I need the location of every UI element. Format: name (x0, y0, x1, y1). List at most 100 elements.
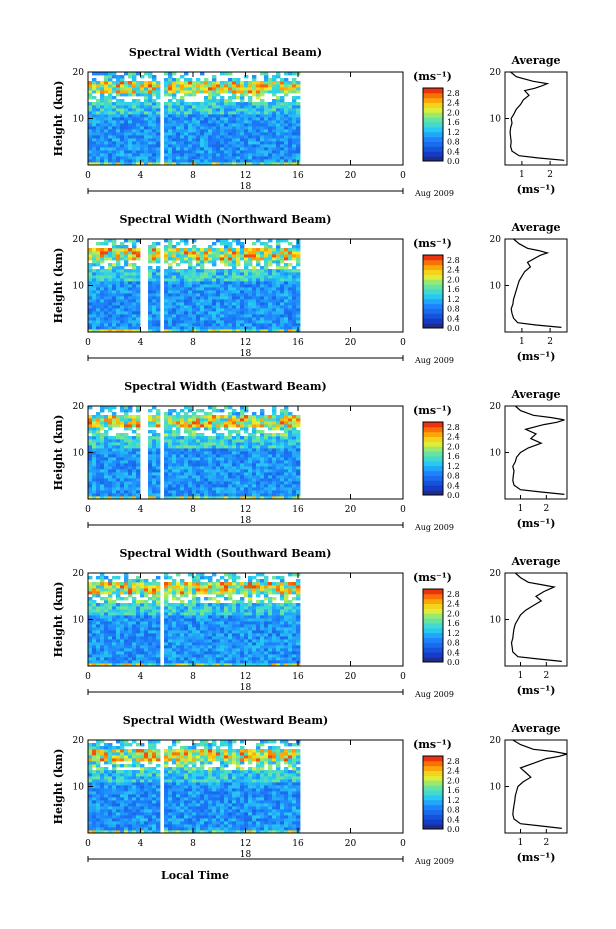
heatmap-cell (264, 75, 269, 79)
heatmap-cell (120, 123, 125, 127)
heatmap-cell (104, 153, 109, 157)
heatmap-cell (108, 421, 113, 425)
heatmap-cell (232, 454, 237, 458)
heatmap-cell (248, 281, 253, 285)
heatmap-cell (112, 138, 117, 142)
heatmap-cell (124, 296, 129, 300)
heatmap-cell (148, 418, 153, 422)
colorbar-segment (423, 88, 443, 94)
heatmap-cell (244, 102, 249, 106)
heatmap-cell (124, 657, 129, 661)
heatmap-cell (172, 433, 177, 437)
heatmap-cell (132, 93, 137, 97)
heatmap-cell (108, 269, 113, 273)
heatmap-cell (172, 141, 177, 145)
heatmap-cell (256, 481, 261, 485)
heatmap-cell (112, 281, 117, 285)
heatmap-cell (116, 287, 121, 291)
heatmap-cell (148, 287, 153, 291)
heatmap-cell (176, 326, 181, 330)
heatmap-cell (180, 445, 185, 449)
heatmap-cell (104, 120, 109, 124)
heatmap-cell (120, 609, 125, 613)
heatmap-cell (260, 242, 265, 246)
heatmap-cell (216, 302, 221, 306)
heatmap-cell (276, 263, 281, 267)
heatmap-cell (100, 585, 105, 589)
heatmap-cell (108, 606, 113, 610)
heatmap-cell (248, 299, 253, 303)
heatmap-cell (140, 627, 145, 631)
heatmap-cell (296, 454, 301, 458)
heatmap-cell (252, 469, 257, 473)
heatmap-cell (96, 326, 101, 330)
heatmap-cell (200, 433, 205, 437)
heatmap-cell (260, 293, 265, 297)
heatmap-cell (168, 430, 173, 434)
heatmap-cell (256, 251, 261, 255)
heatmap-cell (292, 314, 297, 318)
heatmap-cell (264, 296, 269, 300)
heatmap-cell (148, 436, 153, 440)
heatmap-cell (132, 144, 137, 148)
heatmap-cell (252, 75, 257, 79)
heatmap-cell (232, 251, 237, 255)
heatmap-cell (192, 308, 197, 312)
heatmap-cell (256, 457, 261, 461)
heatmap-cell (156, 302, 161, 306)
heatmap-cell (148, 481, 153, 485)
heatmap-cell (228, 117, 233, 121)
heatmap-cell (176, 248, 181, 252)
heatmap-cell (184, 305, 189, 309)
heatmap-cell (200, 469, 205, 473)
heatmap-cell (88, 153, 93, 157)
heatmap-cell (280, 424, 285, 428)
heatmap-cell (204, 269, 209, 273)
heatmap-cell (140, 660, 145, 664)
heatmap-cell (272, 472, 277, 476)
heatmap-cell (100, 153, 105, 157)
heatmap-cell (128, 469, 133, 473)
heatmap-cell (284, 484, 289, 488)
heatmap-cell (256, 424, 261, 428)
heatmap-cell (284, 117, 289, 121)
heatmap-cell (264, 263, 269, 267)
heatmap-cell (120, 144, 125, 148)
heatmap-cell (212, 409, 217, 413)
heatmap-cell (148, 582, 153, 586)
heatmap-cell (236, 114, 241, 118)
heatmap-cell (116, 633, 121, 637)
heatmap-cell (284, 90, 289, 94)
heatmap-cell (224, 81, 229, 85)
heatmap-cell (248, 320, 253, 324)
colorbar-segment (423, 126, 443, 133)
heatmap-cell (140, 639, 145, 643)
heatmap-cell (176, 475, 181, 479)
heatmap-cell (132, 612, 137, 616)
heatmap-cell (260, 287, 265, 291)
heatmap-cell (112, 633, 117, 637)
heatmap-cell (248, 290, 253, 294)
heatmap-cell (180, 493, 185, 497)
heatmap-cell (188, 120, 193, 124)
heatmap-cell (192, 251, 197, 255)
heatmap-cell (260, 463, 265, 467)
heatmap-cell (180, 448, 185, 452)
heatmap-cell (296, 320, 301, 324)
heatmap-cell (108, 147, 113, 151)
panels: Spectral Width (Vertical Beam)1020Height… (52, 46, 568, 882)
heatmap-cell (108, 493, 113, 497)
heatmap-cell (196, 141, 201, 145)
heatmap-cell (292, 475, 297, 479)
heatmap-cell (156, 150, 161, 154)
heatmap-cell (264, 326, 269, 330)
heatmap-cell (132, 290, 137, 294)
heatmap-cell (104, 660, 109, 664)
panel-title: Spectral Width (Vertical Beam) (129, 46, 322, 59)
heatmap-cell (172, 287, 177, 291)
heatmap-cell (244, 490, 249, 494)
heatmap-cell (228, 275, 233, 279)
heatmap-cell (264, 153, 269, 157)
heatmap-cell (232, 317, 237, 321)
heatmap-cell (128, 651, 133, 655)
